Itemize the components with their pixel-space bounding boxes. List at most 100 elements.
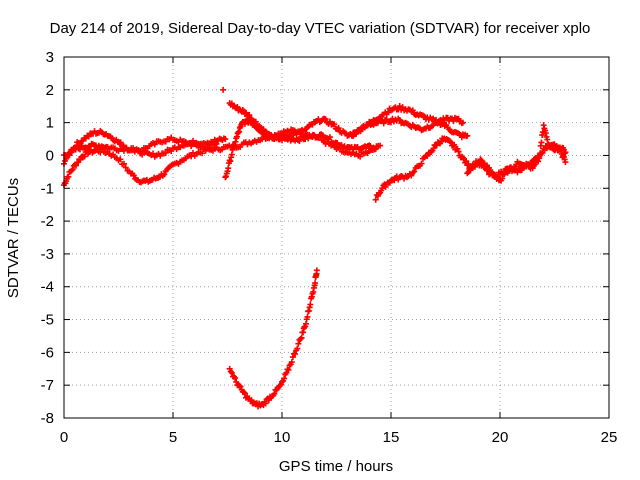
data-point [297,335,304,342]
y-tick-label: 2 [46,82,54,99]
data-point [279,378,285,385]
y-tick-label: 0 [46,147,54,164]
data-point [285,366,292,373]
data-point [228,369,235,376]
x-tick-label: 20 [492,429,509,446]
y-tick-label: -2 [41,213,54,230]
x-axis-label: GPS time / hours [279,458,393,475]
series-track-a [61,126,384,189]
data-point [377,142,384,149]
plot-frame [63,56,610,419]
data-point [292,350,299,357]
x-tick-label: 15 [383,429,400,446]
data-point [357,127,364,134]
data-point [72,162,79,169]
data-point [549,142,556,149]
data-point [459,119,466,126]
data-point [471,163,478,170]
data-point [68,167,75,174]
data-point [232,375,239,382]
data-point [199,150,206,157]
data-point [430,145,437,152]
data-point [424,152,431,159]
data-point [65,173,72,180]
data-point [161,171,168,178]
data-point [237,383,244,390]
series-track-j [226,267,320,410]
data-point [331,121,338,128]
y-tick-label: -3 [41,246,54,263]
data-point [289,354,296,361]
series-track-f [222,103,471,181]
data-point [69,166,76,173]
y-tick-label: 3 [46,49,54,66]
data-point [120,160,127,167]
data-point [562,149,569,156]
data-point [467,167,474,174]
data-point [233,378,240,385]
data-point [494,173,501,180]
data-point [246,112,253,119]
grid [64,57,609,418]
y-tick-label: -6 [41,344,54,361]
data-point [455,148,462,155]
data-point [418,160,425,167]
data-point [262,400,269,407]
data-point [313,267,320,274]
data-point [396,103,403,110]
data-point [477,156,484,163]
data-point [162,149,169,156]
data-point [367,142,374,149]
data-point [122,164,129,171]
y-tick-label: 1 [46,115,54,132]
data-point [81,153,88,160]
data-point [117,139,124,146]
data-point [240,389,247,396]
data-point [307,301,314,308]
series-track-i [464,122,569,184]
x-tick-label: 5 [169,429,177,446]
data-point [380,120,387,127]
data-point [281,375,288,382]
data-point [326,134,333,141]
data-point [562,159,569,166]
data-point [276,382,283,389]
y-tick-label: -1 [41,180,54,197]
data-point [222,136,229,143]
data-point [538,139,545,146]
data-point [312,280,319,287]
series-track-d [220,86,227,93]
data-point [451,141,458,148]
data-point [535,158,542,165]
data-point [236,382,243,389]
data-point [396,116,403,123]
y-tick-label: -7 [41,377,54,394]
data-point [447,139,454,146]
data-point [117,156,124,163]
data-point [304,313,311,320]
chart-title: Day 214 of 2019, Sidereal Day-to-day VTE… [50,20,591,37]
y-tick-label: -4 [41,279,54,296]
data-point [77,156,84,163]
data-point [376,190,383,197]
data-point [296,138,303,144]
series-track-c [61,135,229,160]
data-point [335,125,342,132]
data-point [135,147,142,154]
x-tick-label: 25 [601,429,618,446]
data-point [239,107,246,114]
data-point [150,150,157,157]
series-track-g [348,114,466,139]
data-point [372,196,379,203]
data-point [357,153,364,160]
data-point [288,359,295,366]
data-point [298,334,305,341]
y-axis-label: SDTVAR / TECUs [5,178,22,298]
data-point [409,107,416,114]
data-point [478,157,485,164]
data-point [444,114,451,121]
